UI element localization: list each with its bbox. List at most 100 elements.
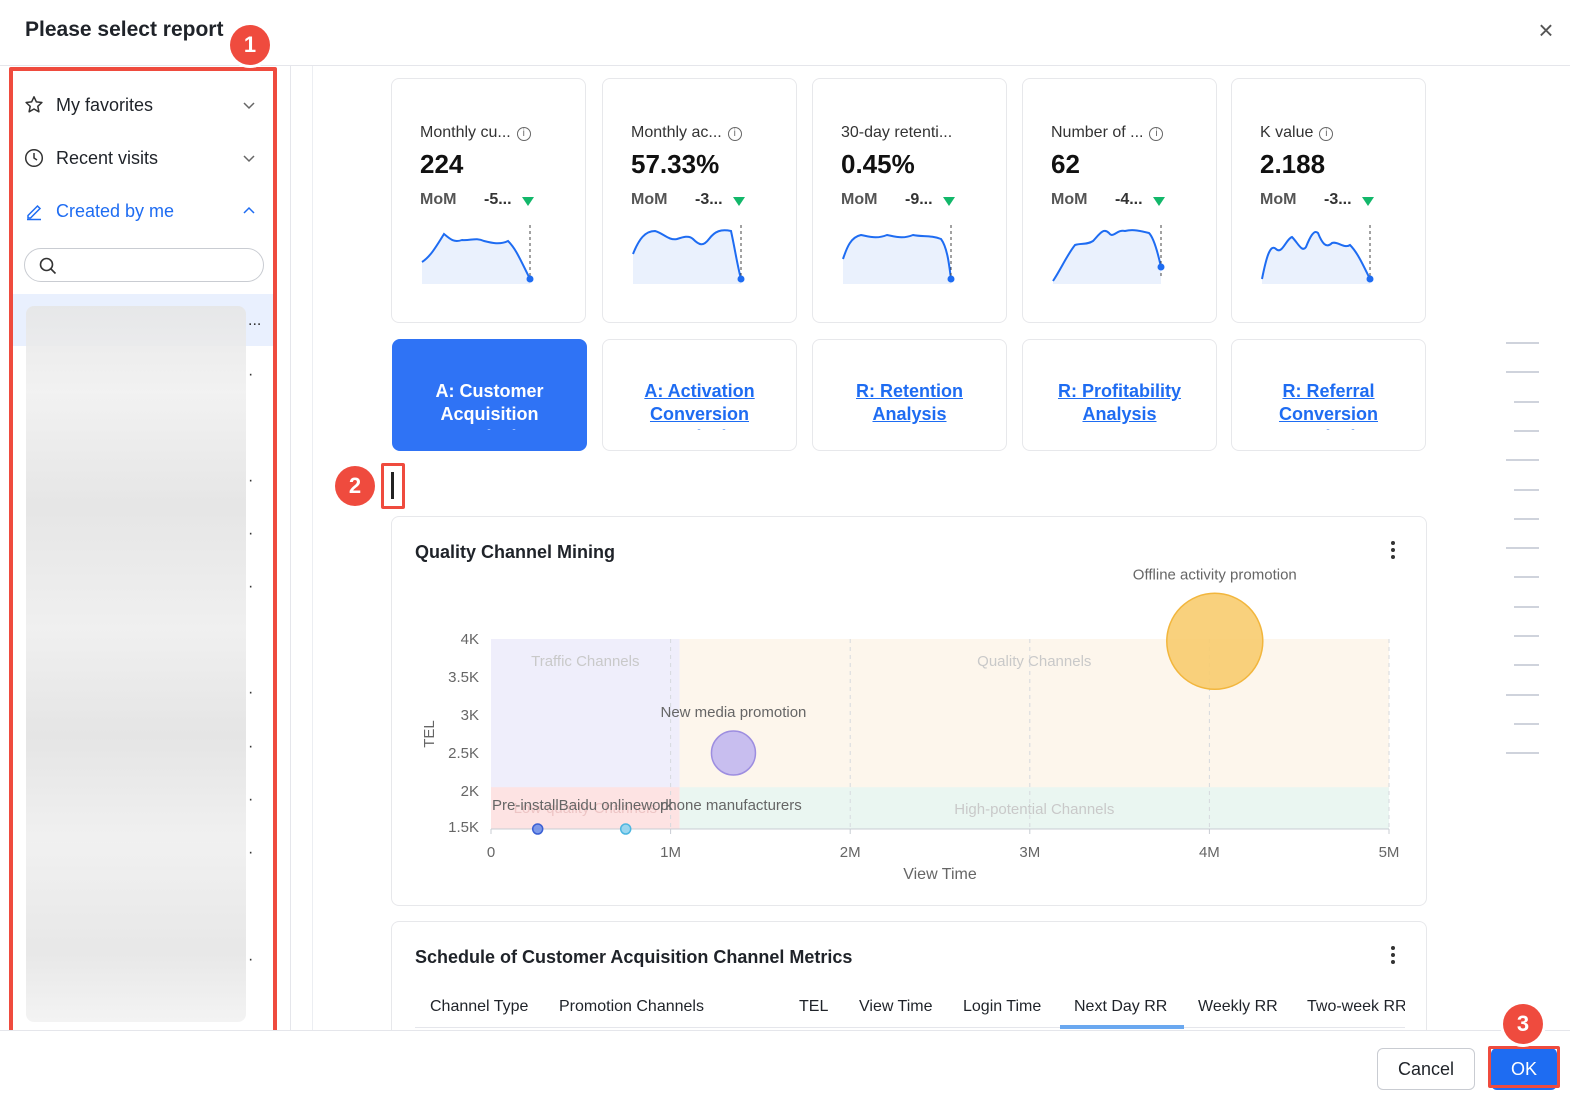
list-item-marker: · <box>248 738 254 755</box>
scroll-tick[interactable] <box>1506 342 1539 344</box>
kpi-card[interactable]: Monthly ac... i 57.33% MoM -3... <box>602 78 797 323</box>
scroll-tick[interactable] <box>1506 547 1539 550</box>
info-icon[interactable]: i <box>1319 127 1334 141</box>
column-header[interactable]: TEL <box>799 998 829 1015</box>
text-cursor <box>391 472 394 499</box>
list-item-marker: · <box>248 951 254 968</box>
kpi-card[interactable]: Number of ... i 62 MoM -4... <box>1022 78 1217 323</box>
dialog-footer: Cancel OK <box>0 1030 1570 1096</box>
info-icon[interactable]: i <box>516 127 531 141</box>
kpi-card[interactable]: Monthly cu... i 224 MoM -5... <box>391 78 586 323</box>
column-header[interactable]: Next Day RR <box>1074 998 1168 1015</box>
annotation-badge: 1 <box>230 25 270 65</box>
list-item-marker: · <box>248 366 254 383</box>
kpi-change: -5... <box>484 191 512 208</box>
kpi-mom-label: MoM <box>631 191 668 208</box>
more-vertical-icon[interactable] <box>1390 539 1396 561</box>
kpi-title-text: Number of ... <box>1051 124 1144 141</box>
scroll-tick[interactable] <box>1514 664 1539 667</box>
kpi-card[interactable]: 30-day retenti... 0.45% MoM -9... <box>812 78 1007 323</box>
y-tick-label: 3K <box>461 707 479 724</box>
scroll-tick[interactable] <box>1506 752 1539 755</box>
annotation-box-sidebar <box>9 67 277 1041</box>
kpi-title: Monthly cu... i <box>420 124 531 142</box>
list-item-marker: · <box>248 791 254 808</box>
scroll-tick[interactable] <box>1506 371 1539 374</box>
scroll-tick[interactable] <box>1514 429 1539 432</box>
trend-down-icon <box>733 197 745 206</box>
bubble-chart-card[interactable]: Quality Channel Mining Traffic Channels Q… <box>391 516 1427 906</box>
chevron-down-icon <box>243 102 255 110</box>
annotation-box-cursor <box>381 463 405 509</box>
x-tick-label: 2M <box>840 844 861 861</box>
kpi-title: 30-day retenti... <box>841 124 952 142</box>
edit-icon <box>27 204 42 221</box>
annotation-badge: 2 <box>335 466 375 506</box>
kpi-mom-label: MoM <box>420 191 457 208</box>
column-header[interactable]: Weekly RR <box>1198 998 1278 1015</box>
scroll-tick[interactable] <box>1514 488 1539 491</box>
close-icon[interactable]: × <box>1538 15 1554 45</box>
tab-label: R: Referral Conversion Analysis <box>1278 381 1379 430</box>
card-title: Schedule of Customer Acquisition Channel… <box>415 947 853 967</box>
bubble-point <box>1166 592 1264 691</box>
annotation-box-ok <box>1488 1046 1560 1088</box>
kpi-title-text: Monthly ac... <box>631 124 722 141</box>
column-header[interactable]: View Time <box>859 998 933 1015</box>
column-header[interactable]: Promotion Channels <box>559 998 704 1015</box>
kpi-card[interactable]: K value i 2.188 MoM -3... <box>1231 78 1426 323</box>
tab-retention-analysis[interactable]: R: Retention Analysis <box>812 339 1007 451</box>
more-vertical-icon[interactable] <box>1390 944 1396 966</box>
tab-customer-acquisition[interactable]: A: Customer Acquisition Analysis <box>392 339 587 451</box>
kpi-mom-label: MoM <box>1051 191 1088 208</box>
kpi-title: K value i <box>1260 124 1334 142</box>
blurred-report-list <box>26 306 246 1022</box>
kpi-value: 2.188 <box>1260 149 1326 179</box>
kpi-title-text: K value <box>1260 124 1314 141</box>
search-icon <box>39 257 57 275</box>
dialog-title: Please select report <box>25 18 224 41</box>
column-header[interactable]: Login Time <box>963 998 1042 1015</box>
bubble-label: Offline activity promotion <box>1133 566 1297 583</box>
x-tick-label: 1M <box>660 844 681 861</box>
sidebar-item-favorites[interactable]: My favorites <box>24 90 260 120</box>
info-icon[interactable]: i <box>1149 127 1164 141</box>
info-icon[interactable]: i <box>727 127 742 141</box>
list-item-marker: · <box>248 472 254 489</box>
bubble-label: Pre-installBaidu onlinework <box>492 797 673 814</box>
scroll-tick[interactable] <box>1514 517 1539 520</box>
y-tick-label: 2K <box>461 783 479 800</box>
ok-button[interactable]: OK <box>1491 1048 1557 1090</box>
scroll-tick[interactable] <box>1514 576 1539 579</box>
y-tick-label: 3.5K <box>448 669 479 686</box>
tab-activation-conversion[interactable]: A: Activation Conversion Analysis <box>602 339 797 451</box>
kpi-title-text: Monthly cu... <box>420 124 511 141</box>
report-list[interactable]: ... · · · · · · · · · <box>12 294 274 1034</box>
kpi-title-text: 30-day retenti... <box>841 124 953 141</box>
bubble-point <box>531 823 544 835</box>
scroll-tick[interactable] <box>1514 605 1539 608</box>
column-header[interactable]: Two-week RR <box>1307 998 1405 1015</box>
quadrant-area <box>679 787 1389 829</box>
scroll-tick[interactable] <box>1506 459 1539 462</box>
scroll-tick[interactable] <box>1514 400 1539 403</box>
scroll-tick[interactable] <box>1506 693 1539 696</box>
x-tick-label: 0 <box>487 844 495 861</box>
search-input[interactable] <box>65 253 255 277</box>
chevron-up-icon <box>243 206 255 214</box>
more-icon[interactable]: ... <box>248 312 262 329</box>
report-search[interactable] <box>24 248 264 282</box>
list-item-marker: · <box>248 844 254 861</box>
sidebar-item-recent[interactable]: Recent visits <box>24 143 260 173</box>
cancel-button[interactable]: Cancel <box>1377 1048 1475 1090</box>
sidebar-item-created[interactable]: Created by me <box>24 196 260 226</box>
scroll-tick[interactable] <box>1514 722 1539 725</box>
tab-profitability[interactable]: R: Profitability Analysis <box>1022 339 1217 451</box>
scroll-tick[interactable] <box>1514 635 1539 637</box>
section-scroll-indicator[interactable] <box>1505 340 1539 760</box>
tab-referral-conversion[interactable]: R: Referral Conversion Analysis <box>1231 339 1426 451</box>
metrics-table-card[interactable]: Schedule of Customer Acquisition Channel… <box>391 921 1427 1036</box>
kpi-mom-label: MoM <box>1260 191 1297 208</box>
column-header[interactable]: Channel Type <box>430 998 529 1015</box>
y-axis-label: TEL <box>421 720 438 748</box>
